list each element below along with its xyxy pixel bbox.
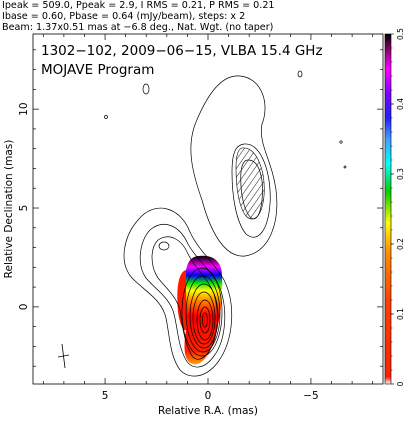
map-layer	[57, 70, 347, 377]
plot-title-line-2: MOJAVE Program	[41, 62, 154, 78]
header-stats-line-2: Ibase = 0.60, Pbase = 0.64 (mJy/beam), s…	[2, 11, 246, 22]
restoring-beam-cross	[57, 343, 70, 369]
x-tick-label: 0	[205, 390, 212, 402]
colorbar-tick-label: 0.4	[396, 98, 405, 110]
header-stats-line-1: Ipeak = 509.0, Ppeak = 2.9, I RMS = 0.21…	[2, 0, 275, 11]
y-tick-label: 10	[18, 102, 30, 115]
x-axis-tick-labels: 5 0 −5	[102, 390, 319, 402]
y-axis-tick-labels: 0 5 10	[18, 102, 30, 310]
x-tick-label: −5	[303, 390, 318, 402]
header-beam-line: Beam: 1.37x0.51 mas at −6.8 deg., Nat. W…	[2, 22, 274, 33]
core-jet-contours	[123, 207, 233, 377]
colorbar-ticks: 0 0.1 0.2 0.3 0.4 0.5	[391, 28, 405, 386]
northern-lobe-contours	[190, 75, 278, 257]
x-tick-label: 5	[102, 390, 109, 402]
colorbar	[384, 33, 392, 385]
colorbar-tick-label: 0	[396, 381, 405, 386]
northern-polarization-hatch	[235, 147, 265, 220]
y-axis-label: Relative Declination (mas)	[3, 140, 15, 279]
polarized-intensity-jet	[177, 270, 186, 331]
colorbar-tick-label: 0.1	[396, 308, 405, 320]
y-tick-label: 0	[18, 304, 30, 311]
y-tick-label: 5	[18, 205, 30, 212]
x-axis-ticks	[42, 34, 374, 384]
y-axis-ticks	[33, 49, 383, 367]
colorbar-tick-label: 0.5	[396, 28, 405, 40]
colorbar-tick-label: 0.2	[396, 238, 405, 250]
x-axis-label: Relative R.A. (mas)	[158, 405, 258, 417]
noise-contours	[104, 70, 347, 169]
plot-title-line-1: 1302−102, 2009−06−15, VLBA 15.4 GHz	[41, 43, 323, 59]
colorbar-tick-label: 0.3	[396, 168, 405, 180]
